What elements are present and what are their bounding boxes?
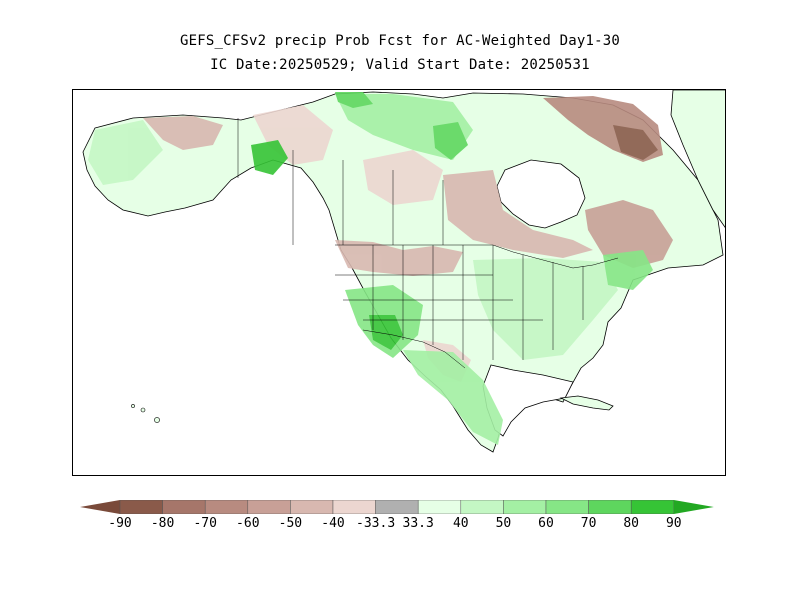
colorbar-bin: [204, 500, 249, 514]
map-subtitle: IC Date:20250529; Valid Start Date: 2025…: [210, 57, 590, 73]
colorbar-tick-label: 90: [665, 516, 682, 531]
colorbar-bin: [247, 500, 291, 514]
land-cuba: [559, 395, 614, 411]
colorbar-tick-label: 80: [623, 516, 640, 531]
colorbar-bin: [119, 500, 163, 514]
colorbar-tick-label: 70: [580, 516, 597, 531]
dry-area-baffin: [613, 125, 658, 160]
wet-area-northeast: [603, 250, 653, 290]
colorbar-tick-label: -33.3: [356, 516, 396, 531]
state-lines-west: [372, 245, 464, 360]
colorbar-tick-label: 50: [495, 516, 512, 531]
wet-area-mexico: [403, 350, 503, 445]
dry-area-quebec: [585, 200, 673, 268]
land-hawaii-1: [131, 404, 135, 408]
colorbar-tick-label: -80: [150, 516, 175, 531]
colorbar-bin: [545, 500, 589, 514]
wet-area-arizona-strong: [369, 315, 403, 350]
dry-area-ontario: [443, 170, 593, 258]
colorbar-tick-label: -50: [278, 516, 303, 531]
north-america-map: [82, 90, 725, 453]
colorbar-bin: [503, 500, 547, 514]
colorbar-tick-label: -90: [108, 516, 132, 531]
colorbar-bin: [332, 500, 376, 514]
wet-area-arctic-top: [335, 92, 373, 108]
wet-area-yukon-strong: [251, 140, 288, 175]
wet-area-nunavut-strong: [433, 122, 468, 160]
wet-area-alaska: [88, 120, 163, 185]
colorbar-tick-label: -40: [321, 516, 345, 531]
us-mexico-border: [362, 329, 466, 369]
map-panel: [72, 89, 726, 476]
colorbar-bin: [417, 500, 462, 514]
wet-shading-layer: [88, 92, 653, 445]
map-title: GEFS_CFSv2 precip Prob Fcst for AC-Weigh…: [179, 33, 621, 49]
colorbar-right-arrow: [673, 500, 714, 514]
colorbar-tick-label: 40: [452, 516, 469, 531]
probability-colorbar: [80, 500, 714, 514]
colorbar-left-arrow: [80, 500, 120, 514]
land-greenland: [670, 90, 725, 228]
wet-area-east-us: [473, 258, 618, 360]
colorbar-tick-label: -60: [236, 516, 260, 531]
colorbar-bin: [460, 500, 504, 514]
colorbar-tick-label: 60: [538, 516, 554, 531]
state-lines-central: [335, 274, 543, 321]
colorbar-bin: [630, 500, 675, 514]
province-lines: [292, 150, 444, 245]
dry-shading-layer: [143, 96, 673, 382]
dry-area-yukon: [253, 105, 333, 165]
state-lines-east: [492, 245, 584, 360]
colorbar-bin: [375, 500, 419, 514]
political-boundaries: [237, 118, 619, 369]
dry-area-central-canada: [363, 150, 443, 205]
dry-area-northwest-us: [335, 240, 463, 276]
colorbar-tick-label: -70: [193, 516, 217, 531]
colorbar-bin: [290, 500, 334, 514]
dry-area-alaska: [143, 116, 223, 150]
colorbar-bin: [588, 500, 632, 514]
land-hawaii-3: [154, 417, 160, 423]
colorbar-tick-label: 33.3: [402, 516, 434, 531]
land-hawaii-2: [140, 407, 146, 413]
colorbar-bin: [162, 500, 206, 514]
